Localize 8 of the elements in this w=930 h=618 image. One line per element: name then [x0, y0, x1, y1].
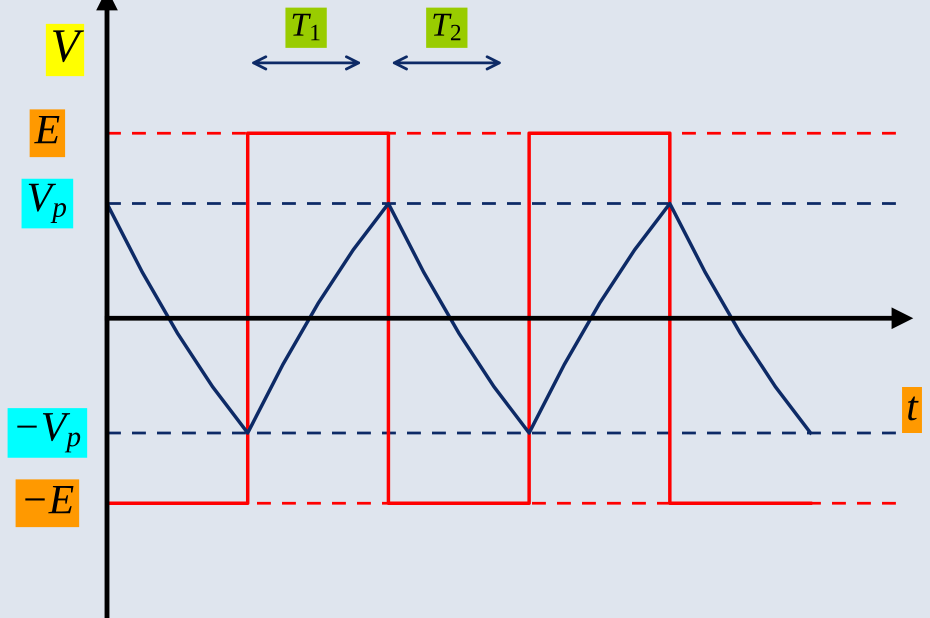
- ref-line-label: −V$_{p}$: [17, 413, 80, 452]
- ref-line-label: E: [34, 116, 60, 144]
- y-axis-title: V: [53, 30, 84, 62]
- ref-line-label: −E: [25, 486, 74, 514]
- ref-line-label: V$_{p}$: [28, 184, 66, 223]
- text: T$_{2}$: [433, 14, 460, 40]
- x-axis-title: t: [908, 396, 919, 420]
- text: T$_{1}$: [292, 14, 320, 40]
